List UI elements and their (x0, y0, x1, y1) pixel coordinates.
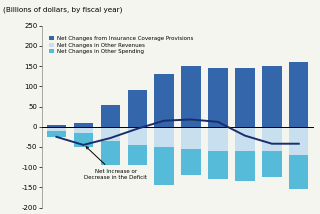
Bar (127, 89, 147, 127)
Bar (235, 68, 255, 127)
Bar (127, 127, 147, 145)
Bar (155, 147, 174, 185)
Bar (74, 127, 93, 133)
Bar (262, 127, 282, 151)
Bar (100, 127, 120, 141)
Legend: Net Changes from Insurance Coverage Provisions, Net Changes in Other Revenues, N: Net Changes from Insurance Coverage Prov… (47, 34, 195, 56)
Bar (289, 62, 308, 127)
Bar (289, 127, 308, 155)
Bar (74, 123, 93, 127)
Bar (181, 149, 201, 175)
Bar (74, 133, 93, 147)
Bar (47, 127, 66, 131)
Bar (47, 131, 66, 137)
Bar (262, 151, 282, 177)
Bar (47, 125, 66, 127)
Bar (155, 127, 174, 147)
Bar (289, 155, 308, 189)
Text: Net Increase or
Decrease in the Deficit: Net Increase or Decrease in the Deficit (84, 147, 147, 180)
Bar (100, 141, 120, 165)
Bar (181, 66, 201, 127)
Text: (Billions of dollars, by fiscal year): (Billions of dollars, by fiscal year) (3, 6, 123, 13)
Bar (208, 151, 228, 179)
Bar (262, 66, 282, 127)
Bar (208, 68, 228, 127)
Bar (155, 74, 174, 127)
Bar (127, 145, 147, 165)
Bar (208, 127, 228, 151)
Bar (100, 104, 120, 127)
Bar (235, 127, 255, 151)
Bar (235, 151, 255, 181)
Bar (181, 127, 201, 149)
